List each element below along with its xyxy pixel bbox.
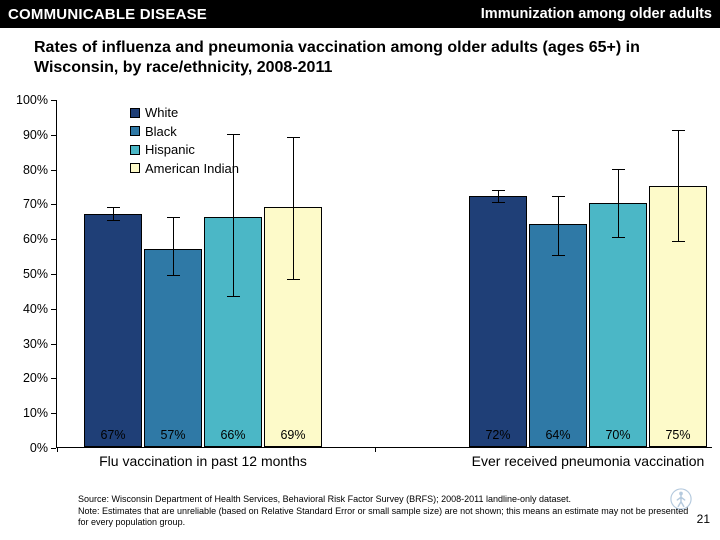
legend-item: Black: [130, 123, 239, 141]
bar: 57%: [144, 249, 202, 447]
bar-value-label: 70%: [590, 428, 646, 442]
y-tick-label: 80%: [23, 163, 48, 177]
legend-item: Hispanic: [130, 141, 239, 159]
bar-value-label: 64%: [530, 428, 586, 442]
y-tick-label: 40%: [23, 302, 48, 316]
y-tick-label: 100%: [16, 93, 48, 107]
chart-area: 0%10%20%30%40%50%60%70%80%90%100% 67%57%…: [6, 100, 714, 468]
error-bar: [558, 196, 559, 255]
header-bar: COMMUNICABLE DISEASE Immunization among …: [0, 0, 720, 28]
header-topic: Immunization among older adults: [481, 6, 720, 22]
bar: 67%: [84, 214, 142, 447]
footer-logo-icon: [670, 488, 692, 510]
error-bar: [618, 169, 619, 239]
x-group-label: Flu vaccination in past 12 months: [84, 453, 322, 469]
bar-value-label: 69%: [265, 428, 321, 442]
header-section: COMMUNICABLE DISEASE: [0, 6, 481, 23]
legend-label: White: [145, 104, 178, 122]
bar: 72%: [469, 196, 527, 447]
bar-value-label: 72%: [470, 428, 526, 442]
y-tick-label: 20%: [23, 371, 48, 385]
bar-value-label: 57%: [145, 428, 201, 442]
legend-swatch: [130, 163, 140, 173]
error-bar: [113, 207, 114, 221]
y-tick-label: 30%: [23, 337, 48, 351]
y-axis: 0%10%20%30%40%50%60%70%80%90%100%: [6, 100, 52, 448]
error-bar: [498, 190, 499, 204]
legend: WhiteBlackHispanicAmerican Indian: [130, 104, 239, 178]
legend-swatch: [130, 108, 140, 118]
error-bar: [678, 130, 679, 241]
y-tick-label: 90%: [23, 128, 48, 142]
source-footnote: Source: Wisconsin Department of Health S…: [78, 494, 690, 528]
y-tick-label: 60%: [23, 232, 48, 246]
legend-label: Black: [145, 123, 177, 141]
error-bar: [173, 217, 174, 276]
bar-value-label: 66%: [205, 428, 261, 442]
x-group-tick: [375, 447, 376, 452]
y-tick-label: 50%: [23, 267, 48, 281]
legend-item: White: [130, 104, 239, 122]
error-bar: [293, 137, 294, 280]
legend-swatch: [130, 126, 140, 136]
bar-value-label: 75%: [650, 428, 706, 442]
legend-label: American Indian: [145, 160, 239, 178]
legend-swatch: [130, 145, 140, 155]
legend-item: American Indian: [130, 160, 239, 178]
legend-label: Hispanic: [145, 141, 195, 159]
bar: 70%: [589, 203, 647, 447]
y-tick-label: 0%: [30, 441, 48, 455]
bar-value-label: 67%: [85, 428, 141, 442]
y-tick-label: 10%: [23, 406, 48, 420]
x-group-tick: [57, 447, 58, 452]
page-number: 21: [697, 512, 710, 526]
x-group-label: Ever received pneumonia vaccination: [469, 453, 707, 469]
y-tick-label: 70%: [23, 197, 48, 211]
bar: 64%: [529, 224, 587, 447]
chart-title: Rates of influenza and pneumonia vaccina…: [0, 28, 720, 78]
